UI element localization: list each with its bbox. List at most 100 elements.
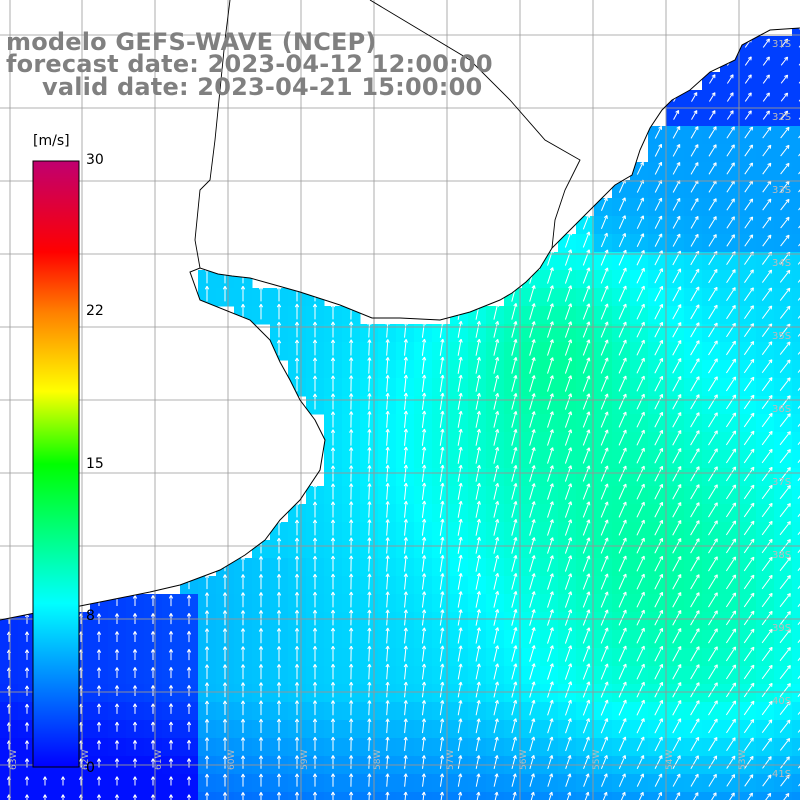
wind-arrow [457, 339, 462, 356]
wind-arrow-head [695, 322, 700, 325]
wind-arrow-head [695, 268, 699, 272]
wind-arrow-head [312, 357, 316, 362]
wind-arrow-head [568, 645, 572, 649]
wind-arrow-head [749, 737, 754, 740]
wind-arrow [529, 519, 535, 536]
wind-arrow [618, 303, 627, 320]
wind-arrow [564, 357, 572, 374]
wind-arrow [368, 411, 371, 428]
wind-arrow-head [222, 792, 226, 796]
wind-arrow [600, 447, 609, 464]
wind-arrow [583, 755, 590, 770]
wind-arrow-head [367, 627, 370, 632]
wind-arrow [511, 465, 517, 482]
wind-arrow-head [549, 645, 554, 649]
wind-arrow [672, 250, 681, 266]
wind-arrow-head [403, 791, 407, 796]
wind-arrow [439, 465, 444, 482]
wind-arrow [761, 503, 773, 518]
wind-arrow [743, 448, 755, 464]
wind-arrow [690, 664, 700, 680]
wind-arrow-head [150, 776, 154, 780]
wind-arrow [743, 628, 755, 644]
wind-arrow [529, 736, 535, 752]
wind-arrow [421, 321, 425, 338]
wind-arrow-head [330, 447, 334, 451]
wind-arrow-head [312, 773, 316, 778]
wind-arrow-head [768, 430, 773, 434]
wind-arrow-head [713, 322, 718, 326]
wind-arrow-head [132, 703, 136, 708]
wind-arrow [672, 773, 681, 787]
wind-arrow [457, 393, 462, 410]
wind-arrow [457, 755, 462, 769]
lat-label: 31S [772, 39, 791, 50]
wind-arrow-head [786, 557, 791, 560]
wind-arrow-head [476, 572, 480, 577]
wind-arrow-head [695, 520, 700, 523]
wind-arrow-head [786, 431, 791, 434]
wind-arrow [582, 465, 590, 482]
coastline-path [0, 27, 800, 621]
wind-arrow-head [458, 718, 462, 722]
wind-arrow [779, 683, 791, 698]
wind-arrow-head [695, 736, 699, 740]
wind-arrow-head [312, 339, 316, 344]
wind-arrow [636, 197, 644, 211]
wind-arrow [780, 180, 790, 193]
field-cell [792, 306, 800, 325]
wind-arrow [547, 249, 554, 266]
wind-arrow-head [786, 449, 791, 452]
wind-arrow [654, 502, 663, 518]
wind-arrow [511, 663, 517, 680]
wind-arrow-head [695, 412, 700, 415]
wind-arrow-head [258, 700, 262, 705]
wind-arrow [475, 321, 480, 338]
wind-arrow [564, 249, 572, 266]
wind-arrow [368, 465, 371, 482]
wind-arrow [511, 700, 517, 716]
wind-arrow-head [114, 631, 118, 635]
wind-arrow [493, 411, 499, 428]
wind-arrow [779, 503, 791, 518]
wind-arrow [439, 483, 444, 500]
wind-arrow-head [494, 627, 499, 631]
wind-arrow-head [96, 649, 100, 653]
wind-arrow-head [567, 791, 571, 795]
wind-arrow [618, 179, 626, 193]
wind-arrow-head [458, 482, 462, 487]
wind-arrow [547, 681, 554, 698]
wind-arrow [743, 359, 755, 374]
wind-arrow-head [421, 700, 425, 704]
wind-arrow-head [403, 321, 407, 325]
wind-arrow-head [258, 737, 262, 741]
wind-arrow-head [604, 465, 608, 469]
wind-arrow [654, 466, 663, 482]
wind-arrow [547, 357, 554, 374]
wind-arrow [618, 339, 627, 356]
wind-arrow [743, 700, 755, 716]
wind-arrow-head [513, 591, 517, 595]
wind-arrow [636, 161, 644, 175]
wind-arrow [565, 718, 572, 734]
wind-arrow [762, 737, 772, 751]
wind-arrow [475, 773, 480, 787]
field-cell [792, 738, 800, 757]
wind-arrow-head [531, 375, 535, 379]
wind-arrow-head [549, 591, 554, 595]
wind-arrow-head [641, 591, 645, 595]
wind-arrow-head [603, 197, 608, 201]
wind-arrow-head [750, 466, 755, 470]
wind-arrow [404, 792, 407, 800]
wind-arrow-head [349, 755, 352, 759]
wind-arrow [618, 591, 627, 608]
wind-arrow [457, 465, 462, 482]
wind-arrow-head [585, 754, 590, 759]
wind-arrow-head [495, 320, 499, 325]
wind-arrow [636, 447, 645, 464]
wind-arrow-head [385, 573, 389, 577]
wind-arrow-head [732, 502, 736, 506]
wind-arrow-head [240, 664, 244, 668]
wind-arrow-head [367, 411, 370, 415]
